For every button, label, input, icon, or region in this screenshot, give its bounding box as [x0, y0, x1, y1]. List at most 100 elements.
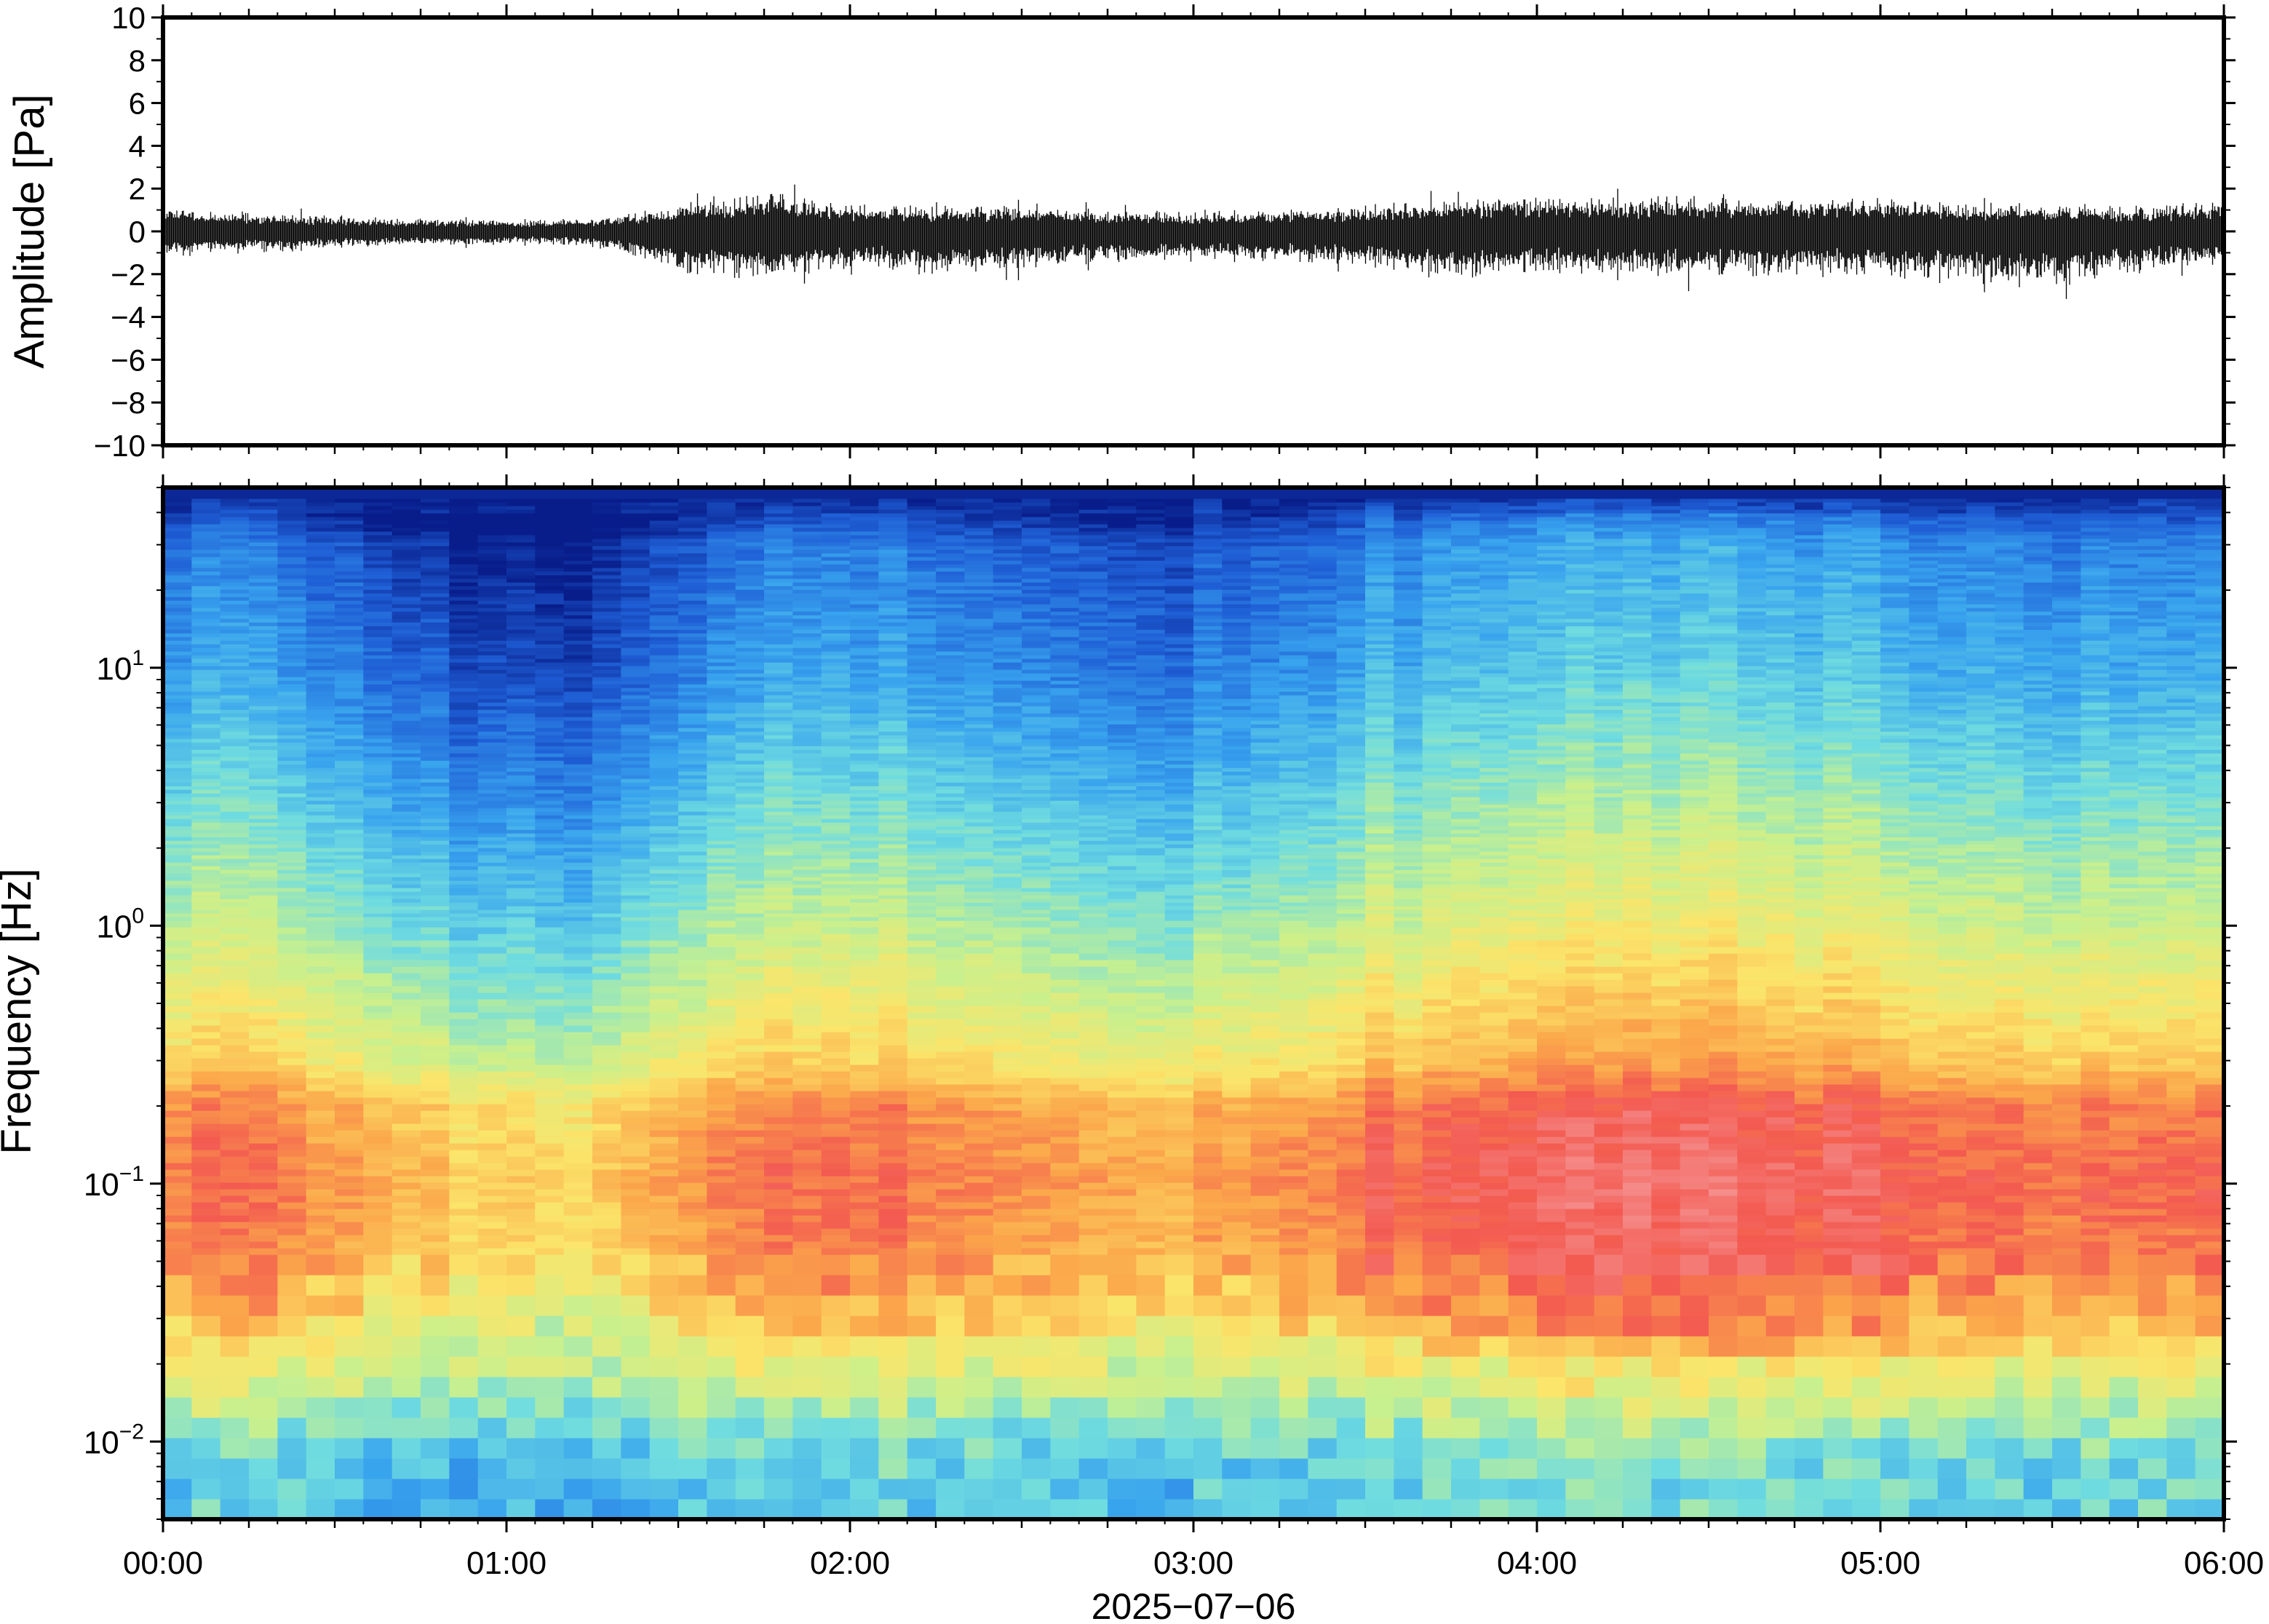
- spectrogram-cell: [850, 597, 879, 601]
- spectrogram-cell: [563, 833, 593, 837]
- spectrogram-cell: [421, 934, 450, 941]
- spectrogram-cell: [363, 1336, 393, 1357]
- spectrogram-cell: [220, 979, 250, 987]
- spectrogram-cell: [163, 884, 192, 888]
- spectrogram-cell: [249, 768, 278, 772]
- spectrogram-cell: [506, 1209, 536, 1216]
- spectrogram-cell: [878, 1032, 908, 1039]
- spectrogram-cell: [535, 966, 565, 974]
- spectrogram-cell: [277, 873, 307, 877]
- spectrogram-cell: [392, 1123, 421, 1131]
- spectrogram-cell: [421, 859, 450, 863]
- spectrogram-cell: [449, 999, 479, 1006]
- spectrogram-cell: [563, 1215, 593, 1222]
- spectrogram-cell: [421, 542, 450, 546]
- spectrogram-cell: [335, 749, 364, 754]
- spectrogram-cell: [220, 680, 250, 685]
- spectrogram-cell: [477, 662, 507, 666]
- spectrogram-cell: [878, 1377, 908, 1398]
- spectrogram-cell: [764, 597, 793, 601]
- spectrogram-cell: [535, 840, 565, 845]
- spectrogram-cell: [306, 1025, 335, 1032]
- spectrogram-cell: [592, 564, 621, 568]
- spectrogram-cell: [449, 953, 479, 960]
- spectrogram-cell: [277, 869, 307, 874]
- spectrogram-cell: [592, 1012, 621, 1019]
- spectrogram-cell: [191, 1295, 221, 1316]
- spectrogram-cell: [592, 1356, 621, 1377]
- spectrogram-cell: [191, 1012, 221, 1019]
- spectrogram-cell: [621, 702, 651, 706]
- spectrogram-cell: [735, 840, 765, 845]
- spectrogram-cell: [306, 779, 335, 783]
- spectrogram-cell: [707, 528, 736, 532]
- spectrogram-cell: [621, 648, 651, 652]
- spectrogram-cell: [335, 608, 364, 612]
- spectrogram-cell: [506, 782, 536, 787]
- spectrogram-cell: [449, 1438, 479, 1459]
- spectrogram-cell: [392, 651, 421, 656]
- spectrogram-cell: [821, 1025, 851, 1032]
- spectrogram-cell: [363, 999, 393, 1006]
- spectrogram-cell: [363, 520, 393, 525]
- spectrogram-cell: [735, 1189, 765, 1196]
- spectrogram-cell: [621, 1156, 651, 1163]
- spectrogram-cell: [707, 1397, 736, 1418]
- spectrogram-cell: [477, 509, 507, 514]
- spectrogram-cell: [335, 1438, 364, 1459]
- spectrogram-cell: [421, 691, 450, 696]
- spectrogram-cell: [449, 899, 479, 903]
- spectrogram-cell: [621, 844, 651, 848]
- spectrogram-cell: [678, 891, 707, 896]
- spectrogram-cell: [592, 862, 621, 867]
- spectrogram-cell: [163, 1222, 192, 1229]
- spectrogram-cell: [249, 1169, 278, 1177]
- spectrogram-cell: [392, 724, 421, 728]
- spectrogram-cell: [449, 589, 479, 594]
- spectrogram-cell: [707, 1315, 736, 1337]
- spectrogram-cell: [449, 1032, 479, 1039]
- spectrogram-cell: [392, 992, 421, 1000]
- spectrogram-cell: [163, 753, 192, 757]
- spectrogram-cell: [449, 662, 479, 666]
- spectrogram-cell: [421, 1241, 450, 1249]
- spectrogram-cell: [707, 698, 736, 703]
- spectrogram-cell: [649, 1315, 679, 1337]
- spectrogram-cell: [477, 658, 507, 663]
- spectrogram-cell: [821, 1499, 851, 1519]
- spectrogram-cell: [421, 651, 450, 656]
- spectrogram-cell: [850, 1315, 879, 1337]
- spectrogram-cell: [535, 629, 565, 634]
- spectrogram-cell: [477, 648, 507, 652]
- spectrogram-cell: [563, 1222, 593, 1229]
- spectrogram-cell: [249, 859, 278, 863]
- spectrogram-cell: [621, 724, 651, 728]
- spectrogram-cell: [392, 1012, 421, 1019]
- spectrogram-cell: [335, 877, 364, 881]
- spectrogram-cell: [335, 666, 364, 670]
- spectrogram-cell: [792, 1130, 822, 1137]
- spectrogram-cell: [306, 1091, 335, 1098]
- spectrogram-cell: [735, 698, 765, 703]
- spectrogram-cell: [392, 520, 421, 525]
- spectrogram-cell: [707, 986, 736, 993]
- spectrogram-cell: [764, 899, 793, 903]
- spectrogram-cell: [764, 1397, 793, 1418]
- spectrogram-cell: [563, 535, 593, 539]
- spectrogram-cell: [421, 1169, 450, 1177]
- spectrogram-cell: [621, 622, 651, 626]
- spectrogram-cell: [621, 709, 651, 714]
- spectrogram-cell: [707, 851, 736, 856]
- spectrogram-cell: [878, 1209, 908, 1216]
- spectrogram-cell: [506, 768, 536, 772]
- spectrogram-cell: [678, 940, 707, 947]
- spectrogram-cell: [563, 684, 593, 688]
- spectrogram-cell: [335, 851, 364, 856]
- spectrogram-cell: [792, 1336, 822, 1357]
- spectrogram-cell: [649, 1163, 679, 1170]
- spectrogram-cell: [477, 637, 507, 641]
- spectrogram-cell: [249, 506, 278, 510]
- spectrogram-cell: [277, 1235, 307, 1242]
- spectrogram-cell: [392, 757, 421, 761]
